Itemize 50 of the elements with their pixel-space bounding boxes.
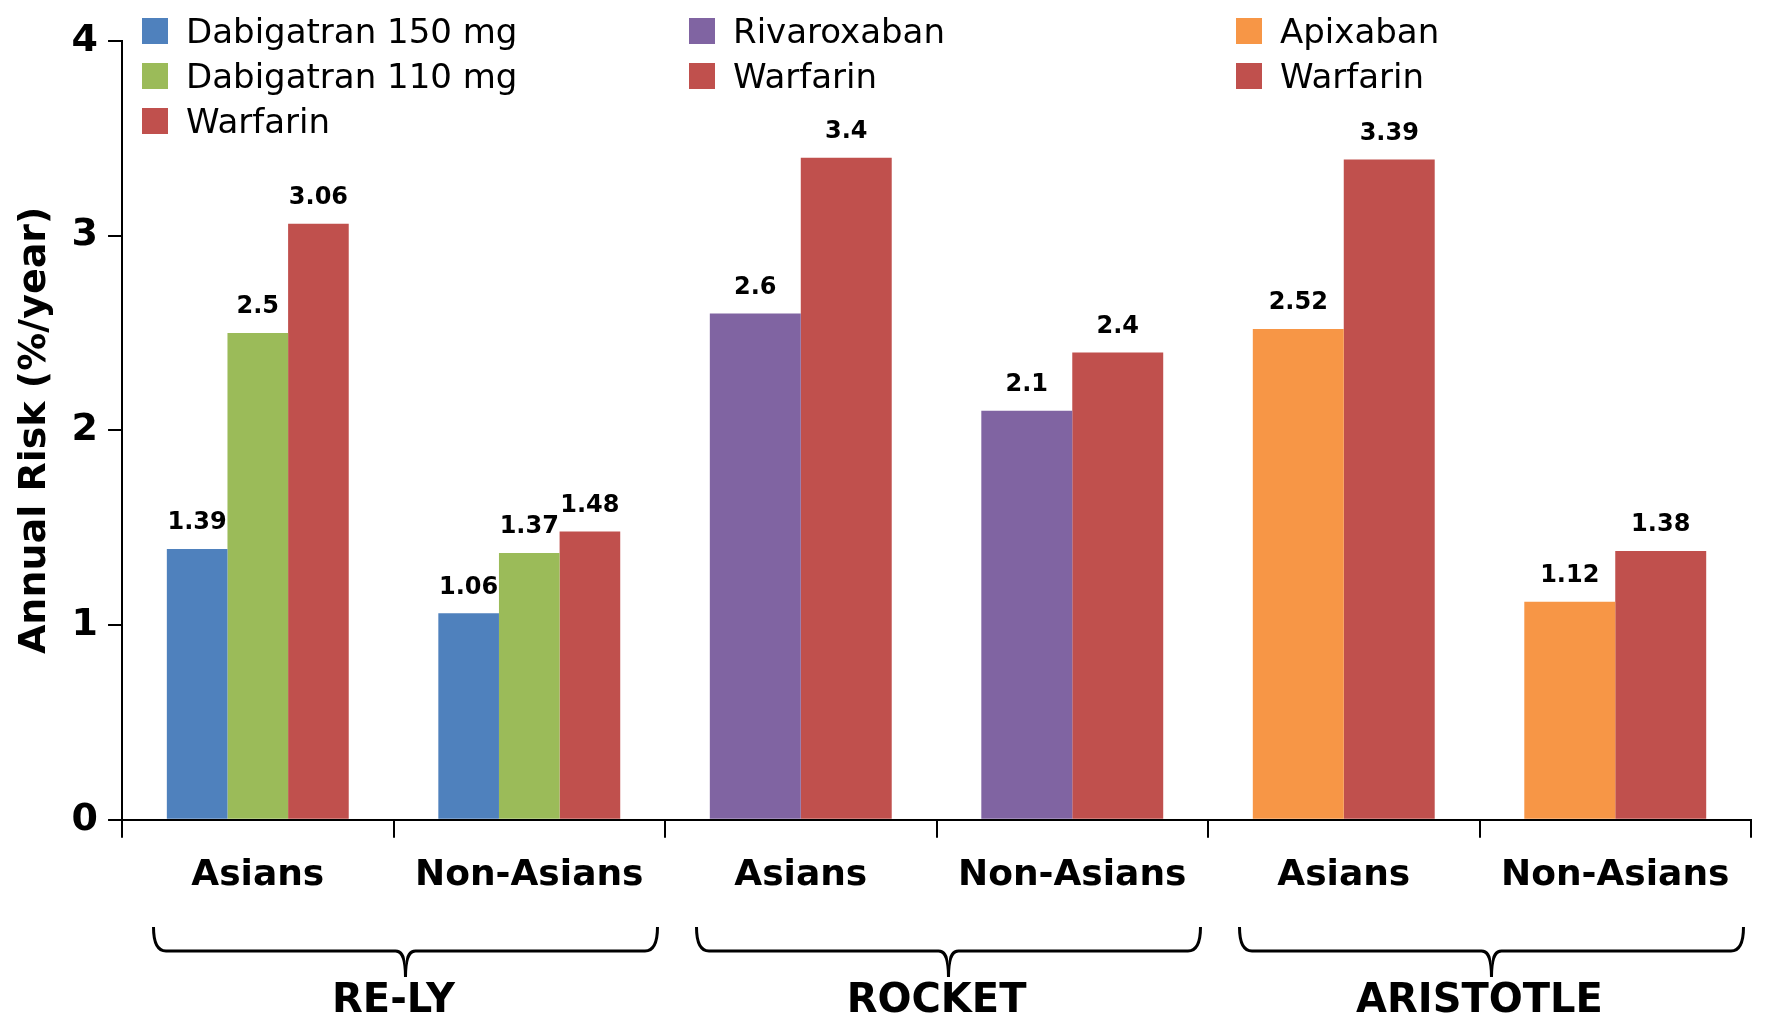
y-tick-label: 2 (71, 405, 99, 450)
bar (1524, 601, 1616, 819)
x-tick-label: Non-Asians (958, 851, 1187, 893)
data-label: 2.4 (1096, 310, 1139, 339)
data-label: 1.12 (1540, 559, 1600, 588)
y-tick-label: 1 (71, 599, 99, 644)
data-label: 2.5 (236, 291, 280, 320)
text: RE-LY (332, 974, 457, 1021)
data-label: 1.39 (167, 507, 227, 536)
bar (1072, 352, 1164, 819)
data-label: 3.4 (824, 115, 868, 144)
x-tick-label: Non-Asians (415, 851, 644, 893)
bar (438, 613, 499, 819)
bar (288, 223, 349, 819)
data-label: 2.52 (1268, 287, 1328, 316)
data-label: 1.06 (439, 571, 499, 600)
x-tick-label: Non-Asians (1501, 851, 1730, 893)
y-tick-label: 3 (71, 210, 99, 255)
data-label: 3.39 (1359, 117, 1419, 146)
text: ROCKET (846, 974, 1028, 1021)
y-axis-title: Annual Risk (%/year) (9, 206, 54, 655)
legend-label: Dabigatran 110 mg (186, 55, 518, 96)
bar (1343, 159, 1435, 819)
text: ARISTOTLE (1356, 974, 1603, 1021)
data-label: 2.1 (1005, 369, 1049, 398)
legend-label: Warfarin (1280, 55, 1425, 96)
y-tick-label: 4 (71, 15, 99, 60)
data-label: 2.6 (734, 271, 777, 300)
bar (166, 549, 228, 819)
legend-label: Dabigatran 150 mg (186, 10, 518, 51)
bar (981, 410, 1073, 819)
legend-label: Apixaban (1280, 10, 1440, 51)
bar (800, 157, 892, 819)
data-label: 3.06 (288, 182, 349, 211)
bar (1615, 551, 1707, 819)
bar (1252, 329, 1344, 819)
legend-label: Warfarin (733, 55, 878, 96)
data-label: 1.48 (560, 489, 620, 518)
data-label: 1.37 (499, 511, 559, 540)
legend-label: Rivaroxaban (733, 10, 945, 51)
bar (709, 313, 801, 819)
y-tick-label: 0 (71, 794, 99, 839)
x-tick-label: Asians (734, 851, 868, 893)
data-label: 1.38 (1631, 509, 1691, 538)
bar (559, 531, 621, 819)
x-tick-label: Asians (191, 851, 325, 893)
x-tick-label: Asians (1277, 851, 1411, 893)
legend-label: Warfarin (186, 100, 331, 141)
bar (227, 332, 289, 819)
bar (498, 552, 560, 819)
